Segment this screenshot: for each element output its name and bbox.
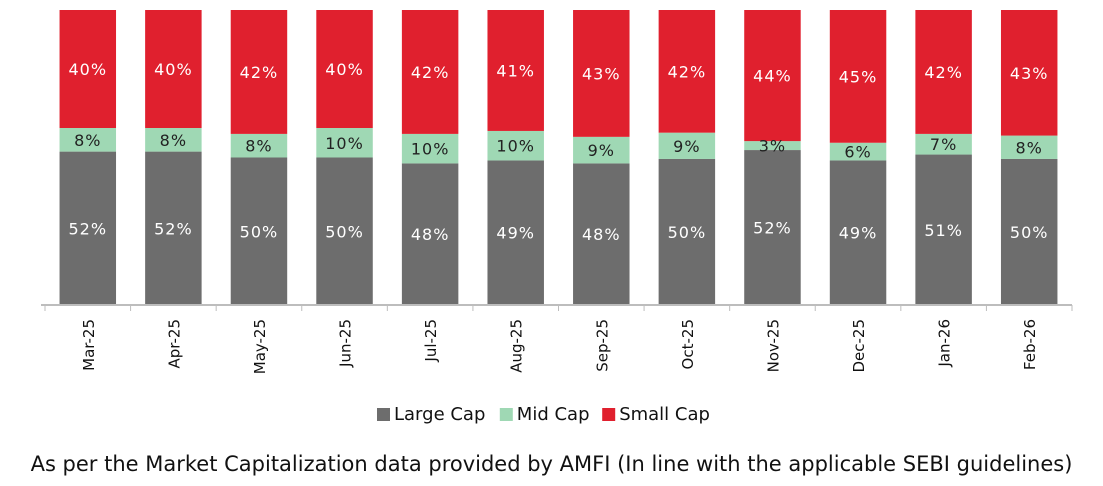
- bars-layer: [59, 10, 1058, 305]
- bar-small-cap-apr-25: [145, 10, 202, 128]
- data-label-small-cap-oct-25: 42%: [668, 62, 707, 81]
- data-label-large-cap-mar-25: 52%: [69, 219, 108, 238]
- bar-mid-cap-mar-25: [59, 128, 117, 152]
- bar-small-cap-jul-25: [401, 10, 459, 134]
- x-tick-label-nov-25: Nov-25: [764, 319, 782, 372]
- bar-large-cap-apr-25: [145, 151, 202, 305]
- bar-large-cap-oct-25: [658, 158, 716, 305]
- bar-mid-cap-nov-25: [744, 141, 801, 151]
- legend-label-large-cap: Large Cap: [394, 404, 485, 425]
- chart-footnote: As per the Market Capitalization data pr…: [30, 452, 1073, 476]
- data-label-large-cap-feb-26: 50%: [1010, 223, 1049, 242]
- data-label-mid-cap-sep-25: 9%: [588, 141, 615, 160]
- data-label-small-cap-jul-25: 42%: [411, 63, 450, 82]
- bar-large-cap-aug-25: [487, 160, 544, 305]
- x-tick-label-sep-25: Sep-25: [593, 319, 611, 372]
- bar-mid-cap-jul-25: [401, 133, 459, 164]
- data-label-mid-cap-mar-25: 8%: [74, 131, 101, 150]
- data-label-large-cap-nov-25: 52%: [753, 219, 792, 238]
- bar-large-cap-jun-25: [316, 157, 373, 305]
- bar-mid-cap-may-25: [230, 133, 288, 158]
- x-tick-label-jan-26: Jan-26: [936, 319, 954, 368]
- data-label-small-cap-nov-25: 44%: [753, 67, 792, 86]
- bar-mid-cap-dec-25: [829, 142, 887, 161]
- bar-mid-cap-apr-25: [145, 128, 202, 152]
- data-label-mid-cap-feb-26: 8%: [1016, 138, 1043, 157]
- bar-large-cap-dec-25: [829, 160, 887, 305]
- data-label-small-cap-sep-25: 43%: [582, 64, 621, 83]
- data-label-mid-cap-jun-25: 10%: [325, 134, 364, 153]
- bar-large-cap-nov-25: [744, 150, 801, 305]
- x-tick-label-mar-25: Mar-25: [80, 319, 98, 371]
- x-tick-label-feb-26: Feb-26: [1021, 319, 1039, 370]
- bar-small-cap-dec-25: [829, 10, 887, 143]
- data-label-small-cap-jan-26: 42%: [924, 63, 963, 82]
- bar-mid-cap-aug-25: [487, 130, 544, 161]
- data-label-small-cap-jun-25: 40%: [325, 60, 364, 79]
- data-label-mid-cap-apr-25: 8%: [160, 131, 187, 150]
- bar-small-cap-aug-25: [487, 10, 544, 131]
- legend-label-mid-cap: Mid Cap: [517, 404, 590, 425]
- bar-small-cap-nov-25: [744, 10, 801, 142]
- x-tick-label-dec-25: Dec-25: [850, 319, 868, 373]
- data-label-large-cap-jul-25: 48%: [411, 225, 450, 244]
- data-label-large-cap-oct-25: 50%: [668, 223, 707, 242]
- data-label-mid-cap-jul-25: 10%: [411, 140, 450, 159]
- bar-large-cap-may-25: [230, 157, 288, 305]
- bar-large-cap-jan-26: [915, 154, 972, 305]
- legend-swatch-small-cap: [602, 408, 616, 421]
- x-tick-label-jul-25: Jul-25: [422, 319, 440, 363]
- data-label-mid-cap-dec-25: 6%: [844, 143, 871, 162]
- bar-small-cap-oct-25: [658, 10, 716, 133]
- data-label-mid-cap-may-25: 8%: [245, 137, 272, 156]
- x-tick-label-apr-25: Apr-25: [165, 319, 183, 369]
- stacked-bar-chart: 52% 8% 40% 52% 8% 40% 50% 8% 42% 50% 10% 40% 48% 10% 4…: [41, 10, 1073, 425]
- data-label-small-cap-feb-26: 43%: [1010, 64, 1049, 83]
- bar-large-cap-feb-26: [1000, 158, 1058, 305]
- data-labels-layer: 52% 8% 40% 52% 8% 40% 50% 8% 42% 50% 10% 40% 48% 10% 4…: [69, 60, 1049, 244]
- data-label-small-cap-dec-25: 45%: [839, 67, 878, 86]
- bar-small-cap-feb-26: [1000, 10, 1058, 136]
- data-label-large-cap-jan-26: 51%: [924, 221, 963, 240]
- legend: Large Cap Mid Cap Small Cap: [377, 404, 710, 425]
- bar-small-cap-sep-25: [573, 10, 630, 137]
- x-tick-label-aug-25: Aug-25: [508, 319, 526, 373]
- data-label-large-cap-apr-25: 52%: [154, 219, 193, 238]
- data-label-small-cap-mar-25: 40%: [69, 60, 108, 79]
- data-label-large-cap-jun-25: 50%: [325, 222, 364, 241]
- bar-mid-cap-jun-25: [316, 128, 373, 158]
- bar-mid-cap-oct-25: [658, 132, 716, 159]
- data-label-small-cap-may-25: 42%: [240, 63, 279, 82]
- x-tick-label-jun-25: Jun-25: [337, 319, 355, 368]
- bar-small-cap-jun-25: [316, 10, 373, 128]
- data-label-mid-cap-oct-25: 9%: [673, 137, 700, 156]
- data-label-large-cap-may-25: 50%: [240, 222, 279, 241]
- x-axis: Mar-25 Apr-25 May-25 Jun-25 Jul-25 Aug-25 Sep-…: [41, 304, 1073, 374]
- data-label-small-cap-apr-25: 40%: [154, 60, 193, 79]
- bar-mid-cap-jan-26: [915, 133, 972, 155]
- bar-mid-cap-sep-25: [573, 136, 630, 164]
- data-label-small-cap-aug-25: 41%: [496, 61, 535, 80]
- legend-swatch-mid-cap: [499, 408, 513, 421]
- data-label-mid-cap-nov-25: 3%: [759, 137, 786, 156]
- data-label-mid-cap-jan-26: 7%: [930, 135, 957, 154]
- x-tick-label-may-25: May-25: [251, 319, 269, 374]
- data-label-large-cap-dec-25: 49%: [839, 224, 878, 243]
- data-label-large-cap-sep-25: 48%: [582, 225, 621, 244]
- bar-small-cap-may-25: [230, 10, 288, 134]
- data-label-mid-cap-aug-25: 10%: [496, 137, 535, 156]
- x-tick-label-oct-25: Oct-25: [679, 319, 697, 369]
- bar-large-cap-jul-25: [401, 163, 459, 305]
- bar-large-cap-sep-25: [573, 163, 630, 305]
- bar-mid-cap-feb-26: [1000, 135, 1058, 159]
- data-label-large-cap-aug-25: 49%: [496, 224, 535, 243]
- legend-label-small-cap: Small Cap: [619, 404, 710, 425]
- bar-small-cap-mar-25: [59, 10, 117, 128]
- bar-large-cap-mar-25: [59, 151, 117, 305]
- legend-swatch-large-cap: [377, 408, 390, 421]
- bar-small-cap-jan-26: [915, 10, 972, 134]
